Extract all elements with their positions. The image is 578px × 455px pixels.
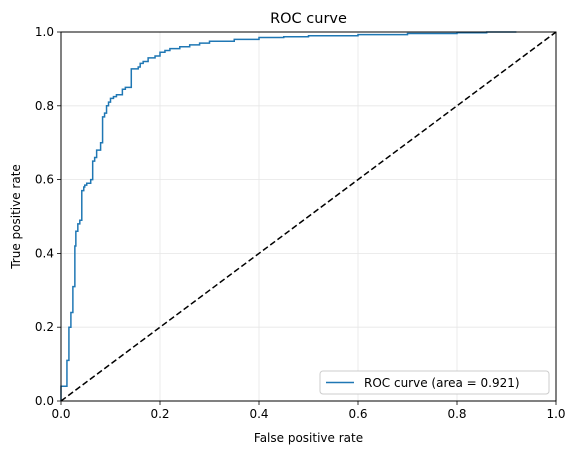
x-axis-label: False positive rate [254, 431, 363, 445]
y-tick-label: 0.0 [35, 394, 54, 408]
y-tick-label: 0.6 [35, 173, 54, 187]
x-tick-label: 0.6 [348, 407, 367, 421]
legend-box [319, 370, 550, 395]
x-tick-label: 1.0 [546, 407, 565, 421]
legend: ROC curve (area = 0.921) [319, 370, 550, 395]
x-tick-label: 0.4 [249, 407, 268, 421]
legend-label: ROC curve (area = 0.921) [364, 376, 520, 390]
grid [60, 31, 557, 402]
y-tick-label: 1.0 [35, 25, 54, 39]
roc-curve-line [60, 31, 517, 401]
x-tick-label: 0.8 [447, 407, 466, 421]
plot-lines [60, 31, 557, 402]
chance-diagonal-line [60, 31, 557, 402]
x-tick-label: 0.0 [51, 407, 70, 421]
x-tick-label: 0.2 [150, 407, 169, 421]
y-tick-label: 0.4 [35, 246, 54, 260]
chart-title: ROC curve [270, 11, 347, 27]
y-tick-label: 0.2 [35, 320, 54, 334]
y-axis-ticks: 0.0 0.2 0.4 0.6 0.8 1.0 [35, 25, 61, 408]
plot-frame [60, 31, 557, 402]
x-axis-ticks: 0.0 0.2 0.4 0.6 0.8 1.0 [51, 401, 566, 421]
y-axis-label: True positive rate [9, 164, 23, 270]
y-tick-label: 0.8 [35, 99, 54, 113]
